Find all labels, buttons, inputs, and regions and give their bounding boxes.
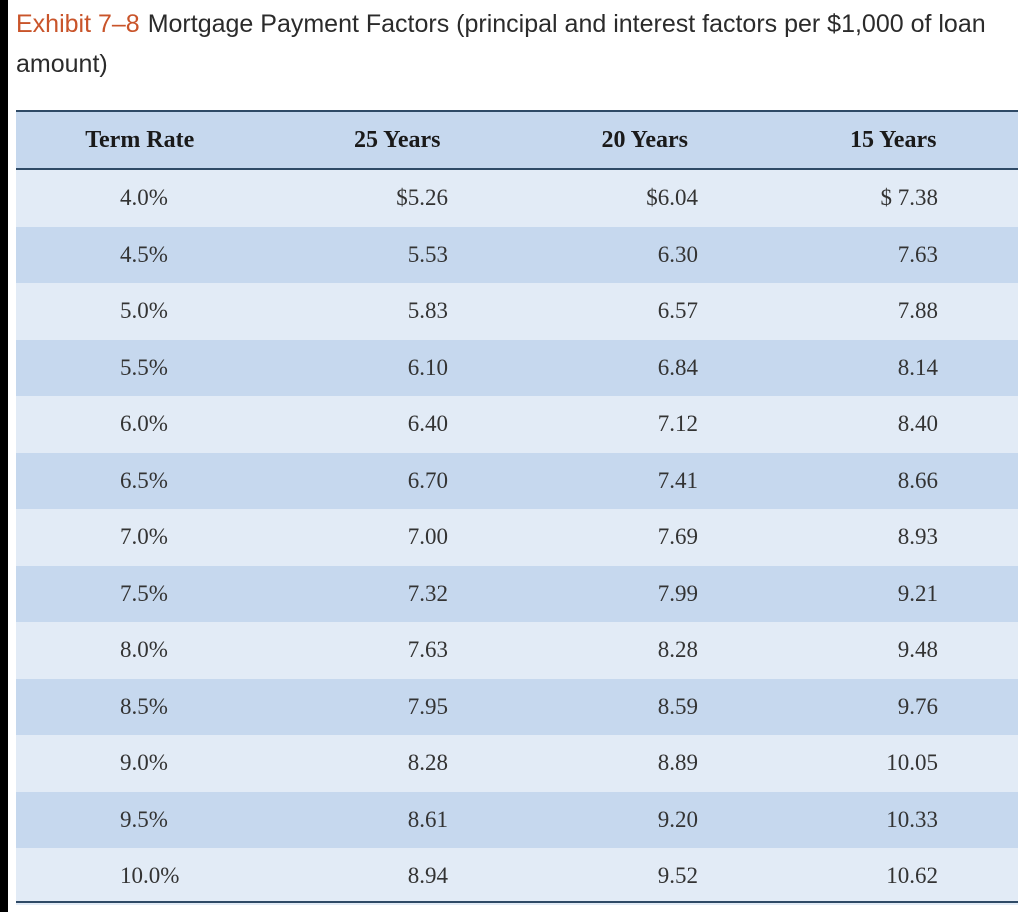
document-page: Exhibit 7–8 Mortgage Payment Factors (pri… <box>8 0 1024 912</box>
table-row: 9.5% 8.61 9.20 10.33 <box>16 791 1018 848</box>
term-rate-cell: 7.0% <box>120 524 168 550</box>
header-25-years: 25 Years <box>354 126 441 153</box>
20-years-cell: 7.99 <box>657 580 698 606</box>
15-years-cell: 8.40 <box>897 411 938 437</box>
table-row: 8.0% 7.63 8.28 9.48 <box>16 622 1018 679</box>
term-rate-cell: 5.0% <box>120 298 168 324</box>
term-rate-cell: 10.0% <box>120 863 180 889</box>
15-years-cell: 10.33 <box>886 806 938 832</box>
20-years-cell: 8.59 <box>657 693 698 719</box>
25-years-cell: 5.53 <box>407 241 448 267</box>
20-years-cell: 7.12 <box>657 411 698 437</box>
20-years-cell: 6.57 <box>657 298 698 324</box>
15-years-cell: 8.93 <box>897 524 938 550</box>
table-header-row: Term Rate 25 Years 20 Years 15 Years <box>16 112 1018 170</box>
25-years-cell: 8.61 <box>407 806 448 832</box>
20-years-cell: 8.89 <box>657 750 698 776</box>
20-years-cell: 6.84 <box>657 354 698 380</box>
table-row: 9.0% 8.28 8.89 10.05 <box>16 735 1018 792</box>
table-row: 5.5% 6.10 6.84 8.14 <box>16 339 1018 396</box>
term-rate-cell: 4.5% <box>120 241 168 267</box>
20-years-cell: 9.52 <box>657 863 698 889</box>
15-years-cell: 10.05 <box>886 750 938 776</box>
20-years-cell: 6.30 <box>657 241 698 267</box>
exhibit-caption: Exhibit 7–8 Mortgage Payment Factors (pri… <box>16 4 1016 84</box>
term-rate-cell: 8.0% <box>120 637 168 663</box>
15-years-cell: 9.48 <box>897 637 938 663</box>
25-years-cell: 7.95 <box>407 693 448 719</box>
term-rate-cell: 5.5% <box>120 354 168 380</box>
exhibit-label: Exhibit 7–8 <box>16 10 140 38</box>
exhibit-title: Mortgage Payment Factors (principal and … <box>16 10 986 78</box>
15-years-cell: 7.88 <box>897 298 938 324</box>
mortgage-factor-table: Term Rate 25 Years 20 Years 15 Years 4.0… <box>16 110 1018 905</box>
15-years-cell: 9.76 <box>897 693 938 719</box>
15-years-cell: $ 7.38 <box>880 185 939 211</box>
20-years-cell: 9.20 <box>657 806 698 832</box>
term-rate-cell: 7.5% <box>120 580 168 606</box>
20-years-cell: 8.28 <box>657 637 698 663</box>
header-15-years: 15 Years <box>850 126 937 153</box>
25-years-cell: 5.83 <box>407 298 448 324</box>
25-years-cell: 6.70 <box>407 467 448 493</box>
25-years-cell: 8.28 <box>407 750 448 776</box>
term-rate-cell: 9.0% <box>120 750 168 776</box>
table-row: 6.5% 6.70 7.41 8.66 <box>16 452 1018 509</box>
table-bottom-rule <box>16 901 1018 903</box>
25-years-cell: 7.32 <box>407 580 448 606</box>
25-years-cell: 6.10 <box>407 354 448 380</box>
term-rate-cell: 6.0% <box>120 411 168 437</box>
25-years-cell: 6.40 <box>407 411 448 437</box>
header-20-years: 20 Years <box>601 126 688 153</box>
table-row: 7.5% 7.32 7.99 9.21 <box>16 565 1018 622</box>
25-years-cell: $5.26 <box>396 185 448 211</box>
25-years-cell: 7.00 <box>407 524 448 550</box>
header-term-rate: Term Rate <box>85 126 195 153</box>
table-row: 7.0% 7.00 7.69 8.93 <box>16 509 1018 566</box>
20-years-cell: 7.69 <box>657 524 698 550</box>
25-years-cell: 8.94 <box>407 863 448 889</box>
term-rate-cell: 4.0% <box>120 185 168 211</box>
15-years-cell: 10.62 <box>886 863 938 889</box>
table-row: 6.0% 6.40 7.12 8.40 <box>16 396 1018 453</box>
term-rate-cell: 8.5% <box>120 693 168 719</box>
15-years-cell: 8.14 <box>897 354 938 380</box>
15-years-cell: 7.63 <box>897 241 938 267</box>
15-years-cell: 9.21 <box>897 580 938 606</box>
table-row: 4.0% $5.26 $6.04 $ 7.38 <box>16 170 1018 227</box>
term-rate-cell: 9.5% <box>120 806 168 832</box>
table-body: 4.0% $5.26 $6.04 $ 7.38 4.5% 5.53 6.30 7.63 5.0%… <box>16 170 1018 905</box>
20-years-cell: $6.04 <box>646 185 698 211</box>
25-years-cell: 7.63 <box>407 637 448 663</box>
15-years-cell: 8.66 <box>897 467 938 493</box>
table-row: 5.0% 5.83 6.57 7.88 <box>16 283 1018 340</box>
term-rate-cell: 6.5% <box>120 467 168 493</box>
table-row: 8.5% 7.95 8.59 9.76 <box>16 678 1018 735</box>
20-years-cell: 7.41 <box>657 467 698 493</box>
table-row: 10.0% 8.94 9.52 10.62 <box>16 848 1018 905</box>
table-row: 4.5% 5.53 6.30 7.63 <box>16 226 1018 283</box>
